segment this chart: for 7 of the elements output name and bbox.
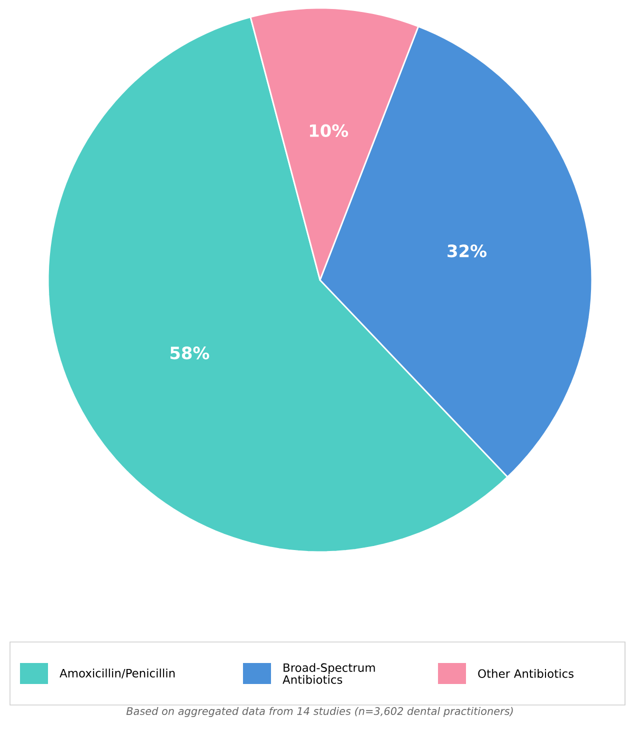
data-label: 32% [448, 244, 486, 258]
data-label: 58% [170, 346, 210, 360]
text: Based on aggregated data from 14 studies (n=3,602 dental practitioners) [126, 706, 513, 718]
legend-label: Amoxicillin/Penicillin [60, 668, 175, 678]
legend-label: Broad-Spectrum Antibiotics [282, 663, 375, 684]
legend-label: Other Antibiotics [478, 669, 574, 678]
data-label: 10% [310, 124, 348, 138]
